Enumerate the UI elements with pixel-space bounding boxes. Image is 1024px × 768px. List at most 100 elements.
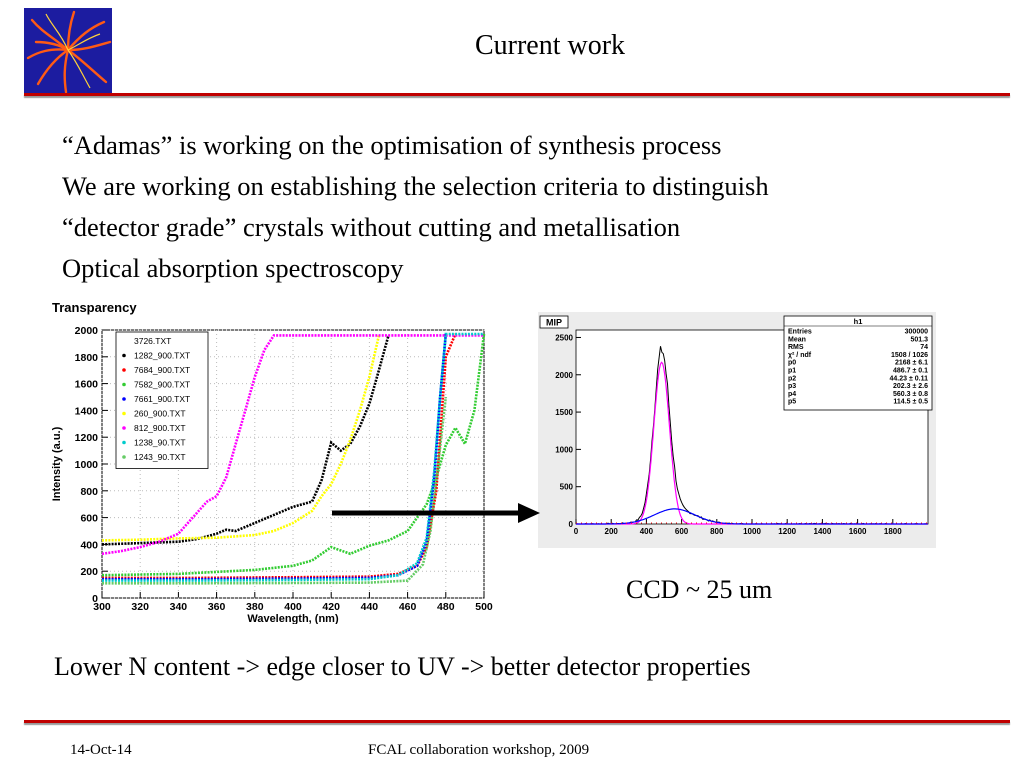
title-box [539, 315, 569, 329]
series-line [102, 333, 448, 581]
x-tick-label: 400 [284, 601, 302, 613]
y-tick-label: 800 [80, 486, 98, 498]
x-tick-label: 0 [574, 527, 579, 536]
x-tick-label: 200 [605, 527, 619, 536]
y-tick-label: 1600 [75, 379, 99, 391]
transparency-chart: Transparency 300 320 340 360 380 400 420 440 460 4… [51, 300, 493, 624]
stats-value: 2168 ± 6.1 [895, 360, 928, 367]
arrow-right-icon [332, 503, 540, 523]
legend-entry: 1243_90.TXT [134, 452, 186, 462]
logo [24, 8, 112, 93]
chart-title: Transparency [52, 300, 137, 315]
x-tick-label: 1800 [884, 527, 902, 536]
x-axis-label: Wavelength, (nm) [247, 613, 339, 624]
stats-key: Entries [788, 329, 812, 336]
legend-marker [122, 455, 126, 459]
y-axis-label: Intensity (a.u.) [51, 426, 63, 501]
stats-key: p1 [788, 368, 796, 375]
footer-event: FCAL collaboration workshop, 2009 [368, 742, 590, 758]
legend-entry: 7661_900.TXT [134, 394, 190, 404]
bullet-detector-grade: “detector grade” crystals without cuttin… [62, 212, 681, 242]
stats-title: h1 [854, 317, 863, 326]
series-line [101, 333, 486, 577]
title-divider [24, 93, 1010, 96]
stats-value: 1508 / 1026 [891, 352, 928, 359]
x-tick-label: 400 [640, 527, 654, 536]
legend-marker [122, 440, 126, 445]
series-line [101, 335, 381, 542]
bullet-synthesis: “Adamas” is working on the optimisation … [62, 130, 722, 160]
stats-key: p0 [788, 360, 796, 367]
legend-marker [122, 382, 126, 387]
x-tick-label: 1000 [743, 527, 761, 536]
legend-marker [122, 353, 126, 358]
y-tick-label: 200 [80, 566, 98, 578]
x-tick-label: 380 [246, 601, 264, 613]
legend-entry: 260_900.TXT [134, 409, 186, 419]
x-tick-label: 1400 [814, 527, 832, 536]
x-tick-label: 340 [170, 601, 188, 613]
y-tick-label: 2000 [75, 325, 99, 337]
legend-marker [122, 426, 126, 430]
slide-title: Current work [474, 30, 626, 61]
legend-box [115, 331, 209, 469]
x-tick-label: 360 [208, 601, 226, 613]
y-tick-label: 500 [560, 483, 574, 492]
histogram-title: MIP [546, 318, 562, 328]
y-tick-label: 1200 [75, 432, 99, 444]
stats-key: p5 [788, 399, 796, 406]
stats-key: p4 [788, 391, 796, 398]
x-tick-label: 600 [675, 527, 689, 536]
x-tick-label: 1200 [778, 527, 796, 536]
ccd-label: CCD ~ 25 um [626, 575, 773, 604]
bullet-selection-criteria: We are working on establishing the selec… [62, 171, 769, 201]
bullet-spectroscopy: Optical absorption spectroscopy [62, 253, 404, 283]
stats-box [783, 315, 933, 411]
fit-curve [576, 508, 928, 525]
y-tick-label: 1500 [555, 408, 573, 417]
footer-divider [24, 720, 1010, 723]
y-tick-label: 1800 [75, 352, 99, 364]
stats-key: p3 [788, 383, 796, 390]
stats-value: 44.23 ± 0.11 [890, 375, 929, 382]
footer-date: 14-Oct-14 [70, 742, 132, 758]
stats-key: Mean [788, 336, 806, 343]
y-tick-label: 1400 [75, 405, 99, 417]
particle-tracks-logo [24, 8, 112, 93]
stats-value: 74 [920, 344, 928, 351]
x-tick-label: 800 [710, 527, 724, 536]
y-tick-label: 0 [92, 593, 98, 605]
stats-key: RMS [788, 344, 804, 351]
legend-marker [122, 411, 126, 416]
x-tick-label: 300 [93, 601, 111, 613]
x-tick-label: 320 [131, 601, 149, 613]
mip-histogram: MIP 0 200 400 600 800 1000 1200 1400 1600 1800 0 500… [538, 312, 936, 548]
x-tick-label: 480 [437, 601, 455, 613]
legend-marker [122, 397, 126, 401]
conclusion-text: Lower N content -> edge closer to UV -> … [54, 652, 751, 681]
legend-entry: 1282_900.TXT [134, 351, 190, 361]
stats-value: 202.3 ± 2.6 [893, 383, 928, 390]
legend-entry: 812_900.TXT [134, 423, 186, 433]
stats-value: 560.3 ± 0.8 [893, 391, 928, 398]
stats-key: χ² / ndf [788, 352, 812, 359]
y-tick-label: 1000 [75, 459, 99, 471]
x-tick-label: 420 [322, 601, 340, 613]
y-tick-label: 2000 [555, 371, 573, 380]
y-tick-label: 1000 [555, 445, 573, 454]
series-line [102, 396, 448, 585]
legend-entry: 3726.TXT [134, 336, 171, 346]
legend-entry: 7582_900.TXT [134, 380, 190, 390]
stats-value: 300000 [905, 329, 928, 336]
legend-entry: 7684_900.TXT [134, 365, 190, 375]
series-line [101, 334, 484, 556]
stats-value: 501.3 [910, 336, 928, 343]
legend-entry: 1238_90.TXT [134, 438, 186, 448]
x-tick-label: 1600 [849, 527, 867, 536]
y-tick-label: 400 [80, 539, 98, 551]
stats-value: 114.5 ± 0.5 [893, 399, 928, 406]
legend-marker [122, 368, 126, 372]
x-tick-label: 460 [399, 601, 417, 613]
series-line [101, 335, 390, 546]
x-tick-label: 500 [475, 601, 493, 613]
